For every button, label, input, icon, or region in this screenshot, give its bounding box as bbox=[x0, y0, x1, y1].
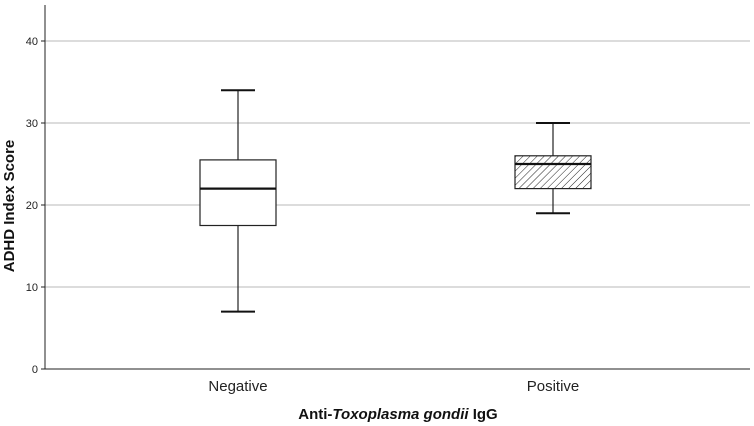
x-axis-title-italic: Toxoplasma gondii bbox=[332, 406, 469, 423]
y-tick-label-40: 40 bbox=[26, 36, 38, 48]
box-positive bbox=[514, 122, 592, 215]
x-axis-title-prefix: Anti- bbox=[298, 406, 332, 423]
iqr-box bbox=[199, 159, 277, 227]
y-tick-labels: 0 10 20 30 40 bbox=[26, 36, 45, 376]
y-tick-label-30: 30 bbox=[26, 118, 38, 130]
category-label-positive: Positive bbox=[527, 378, 580, 395]
y-axis-title: ADHD Index Score bbox=[1, 140, 18, 273]
category-label-negative: Negative bbox=[208, 378, 267, 395]
axes bbox=[44, 5, 750, 370]
boxes bbox=[199, 89, 592, 313]
iqr-box bbox=[514, 155, 592, 190]
x-axis-title: Anti-Toxoplasma gondii IgG bbox=[298, 406, 497, 423]
box-negative bbox=[199, 89, 277, 313]
x-axis-title-suffix: IgG bbox=[469, 406, 498, 423]
category-labels: Negative Positive bbox=[208, 378, 579, 395]
y-tick-label-10: 10 bbox=[26, 282, 38, 294]
gridlines bbox=[45, 40, 750, 288]
y-tick-label-20: 20 bbox=[26, 200, 38, 212]
y-tick-label-0: 0 bbox=[32, 364, 38, 376]
